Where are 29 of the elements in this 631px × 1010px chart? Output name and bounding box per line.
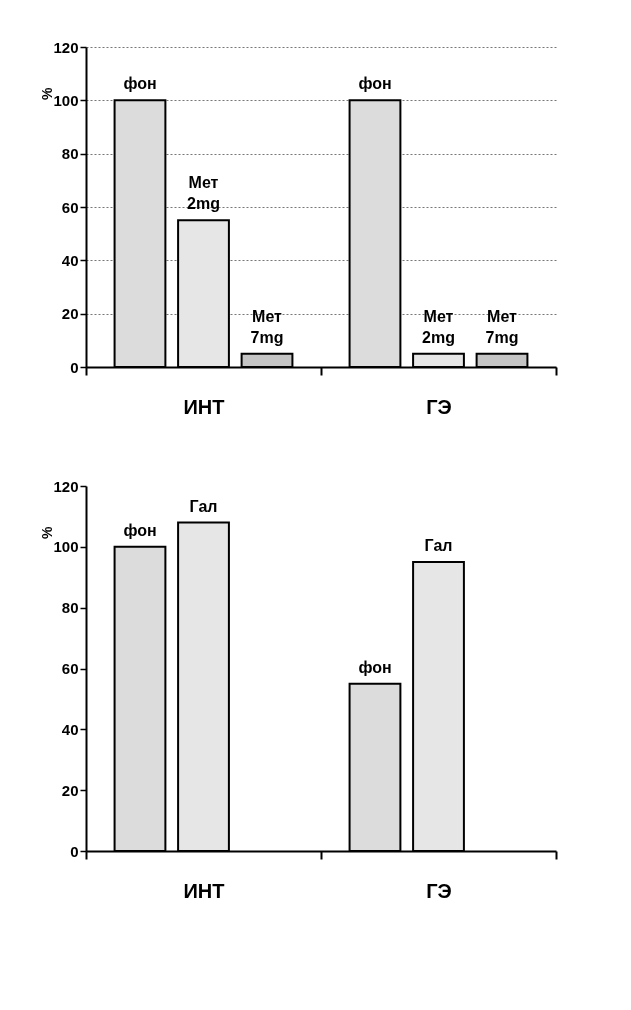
text: фон	[358, 75, 392, 93]
y-tick-label: 60	[61, 198, 79, 216]
x-tick-label: ИНТ	[183, 879, 225, 902]
text: Мет 2mg	[422, 307, 455, 346]
y-tick-label: 80	[61, 145, 79, 163]
y-tick-label: 20	[61, 781, 79, 799]
series-label: фон	[123, 75, 157, 93]
text: Мет 7mg	[485, 307, 519, 346]
text: фон	[358, 658, 392, 676]
y-tick-label: 120	[53, 38, 79, 56]
y-axis-title: %	[39, 525, 56, 539]
y-tick-label: 60	[61, 660, 79, 677]
y-tick-label: 100	[53, 538, 79, 556]
y-tick-label: 120	[53, 477, 79, 495]
x-tick-label: ИНТ	[183, 395, 225, 418]
x-tick-label: ГЭ	[426, 879, 452, 902]
y-tick-label: 40	[61, 720, 79, 738]
series-label: фон	[123, 521, 157, 539]
x-tick-label: ГЭ	[426, 395, 452, 418]
y-tick-label: 0	[70, 842, 79, 860]
series-label: Мет 2mg	[187, 174, 220, 213]
y-tick-label: 100	[53, 91, 79, 109]
y-tick-label: 0	[70, 358, 79, 376]
series-label: Гал	[189, 497, 218, 515]
text: Гал	[424, 537, 453, 555]
series-label: Мет 7mg	[250, 307, 284, 346]
y-tick-label: 40	[61, 251, 79, 269]
y-tick-label: 80	[61, 599, 79, 617]
y-tick-label: 20	[61, 305, 79, 323]
